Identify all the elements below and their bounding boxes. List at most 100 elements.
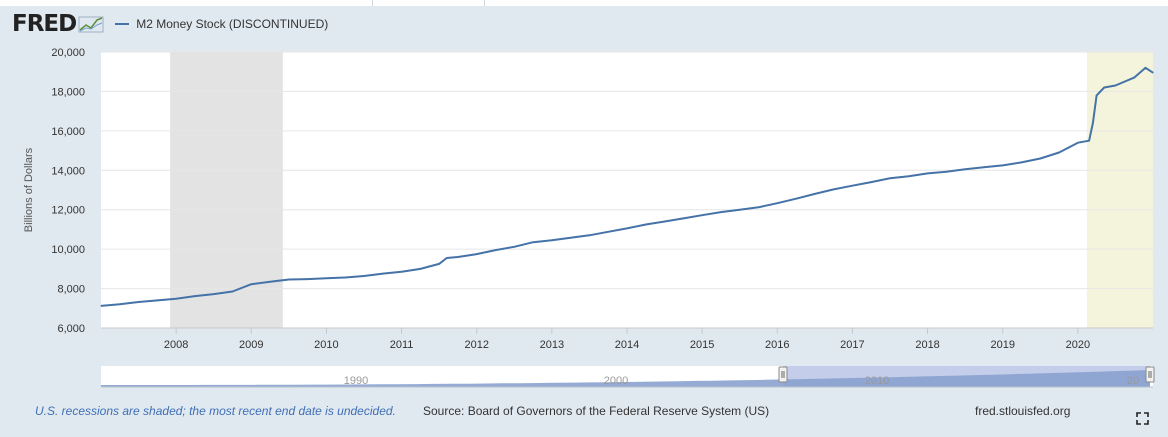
x-tick-label: 2013 (540, 339, 564, 351)
navigator-right-handle[interactable] (1145, 366, 1155, 383)
data-point (438, 263, 440, 265)
undecided-recession-band (1086, 52, 1153, 328)
data-point (1058, 151, 1060, 154)
data-point (964, 168, 966, 170)
x-tick-label: 2015 (690, 339, 714, 351)
navigator-tick-label: 2000 (604, 375, 628, 387)
data-point (363, 275, 365, 277)
data-point (983, 166, 985, 168)
data-point (250, 283, 252, 285)
x-tick-label: 2008 (164, 339, 188, 351)
data-point (1144, 67, 1147, 69)
series-line[interactable] (100, 66, 1154, 307)
data-point (814, 193, 816, 195)
data-point (400, 271, 403, 273)
data-point (1020, 161, 1023, 163)
navigator-left-handle[interactable] (778, 366, 788, 383)
data-point (419, 268, 421, 270)
y-tick-label: 18,000 (51, 86, 85, 98)
y-axis-title: Billions of Dollars (23, 147, 35, 232)
navigator-series-area (101, 370, 1150, 387)
legend-swatch (115, 23, 130, 25)
data-point (757, 206, 760, 208)
data-point (382, 272, 384, 275)
data-point (889, 177, 891, 179)
navigator-tick-label: 1990 (344, 375, 368, 387)
x-tick-label: 2019 (990, 339, 1014, 351)
data-point (833, 188, 835, 191)
data-point (1077, 142, 1079, 144)
data-point (851, 185, 854, 187)
y-tick-label: 16,000 (51, 126, 85, 138)
logo-text: FRED (12, 11, 77, 37)
x-tick-label: 2016 (765, 339, 789, 351)
data-point (945, 171, 947, 173)
data-point (776, 202, 778, 204)
tab-divider (372, 0, 373, 6)
data-point (720, 211, 722, 213)
data-point (908, 175, 910, 177)
data-point (156, 299, 158, 301)
y-tick-label: 8,000 (57, 284, 85, 296)
data-point (926, 172, 929, 175)
tab-divider (484, 0, 485, 6)
data-point (137, 301, 140, 303)
x-tick-label: 2018 (915, 339, 939, 351)
chart-svg: 6,000 8,000 10,000 12,000 14,000 16,000 18,000… (23, 47, 1155, 388)
data-point (494, 249, 497, 251)
data-point (588, 234, 591, 236)
data-point (325, 277, 328, 279)
y-tick-label: 6,000 (57, 323, 85, 335)
data-point (194, 295, 196, 297)
data-point (1002, 164, 1004, 166)
data-point (446, 257, 448, 259)
data-point (1096, 94, 1098, 96)
source-text: Source: Board of Governors of the Federa… (423, 404, 770, 418)
data-point (607, 231, 609, 233)
data-point (231, 290, 234, 293)
data-point (457, 256, 459, 258)
data-point (1088, 140, 1090, 142)
y-tick-label: 10,000 (51, 244, 85, 256)
data-point (269, 281, 271, 283)
data-point (626, 227, 628, 230)
data-point (1133, 77, 1135, 79)
x-tick-label: 2011 (390, 339, 414, 351)
data-point (213, 293, 215, 295)
data-point (175, 298, 177, 300)
data-point (795, 198, 797, 200)
x-tick-label: 2010 (314, 339, 338, 351)
data-point (307, 278, 309, 280)
data-point (870, 181, 872, 183)
site-link[interactable]: fred.stlouisfed.org (975, 404, 1071, 418)
data-point (532, 241, 534, 243)
x-tick-label: 2014 (615, 339, 639, 351)
legend-label: M2 Money Stock (DISCONTINUED) (136, 17, 329, 31)
x-tick-label: 2017 (840, 339, 864, 351)
data-point (663, 220, 666, 223)
data-point (1114, 84, 1117, 87)
x-tick-label: 2009 (239, 339, 263, 351)
data-point (701, 214, 703, 216)
fullscreen-icon[interactable] (1136, 412, 1149, 425)
recession-footnote: U.S. recessions are shaded; the most rec… (35, 404, 396, 418)
data-point (570, 237, 572, 239)
y-tick-label: 12,000 (51, 205, 85, 217)
series-legend[interactable]: M2 Money Stock (DISCONTINUED) (115, 17, 328, 31)
x-tick-label: 2020 (1066, 339, 1090, 351)
navigator-tick-label: 2010 (865, 375, 889, 387)
recession-band (170, 52, 283, 328)
data-point (288, 278, 290, 281)
fred-logo[interactable]: FRED (12, 11, 105, 37)
navigator-tick-label: 20 (1127, 375, 1139, 387)
trend-sparkline-icon (78, 16, 104, 33)
data-point (645, 223, 647, 226)
data-point (682, 217, 684, 219)
data-point (1092, 122, 1094, 124)
y-tick-label: 14,000 (51, 165, 85, 177)
chart-header: FRED M2 Money Stock (DISCONTINUED) (12, 10, 328, 38)
data-point (1039, 157, 1041, 160)
data-point (1152, 72, 1154, 74)
data-point (100, 305, 102, 307)
x-tick-label: 2012 (464, 339, 488, 351)
